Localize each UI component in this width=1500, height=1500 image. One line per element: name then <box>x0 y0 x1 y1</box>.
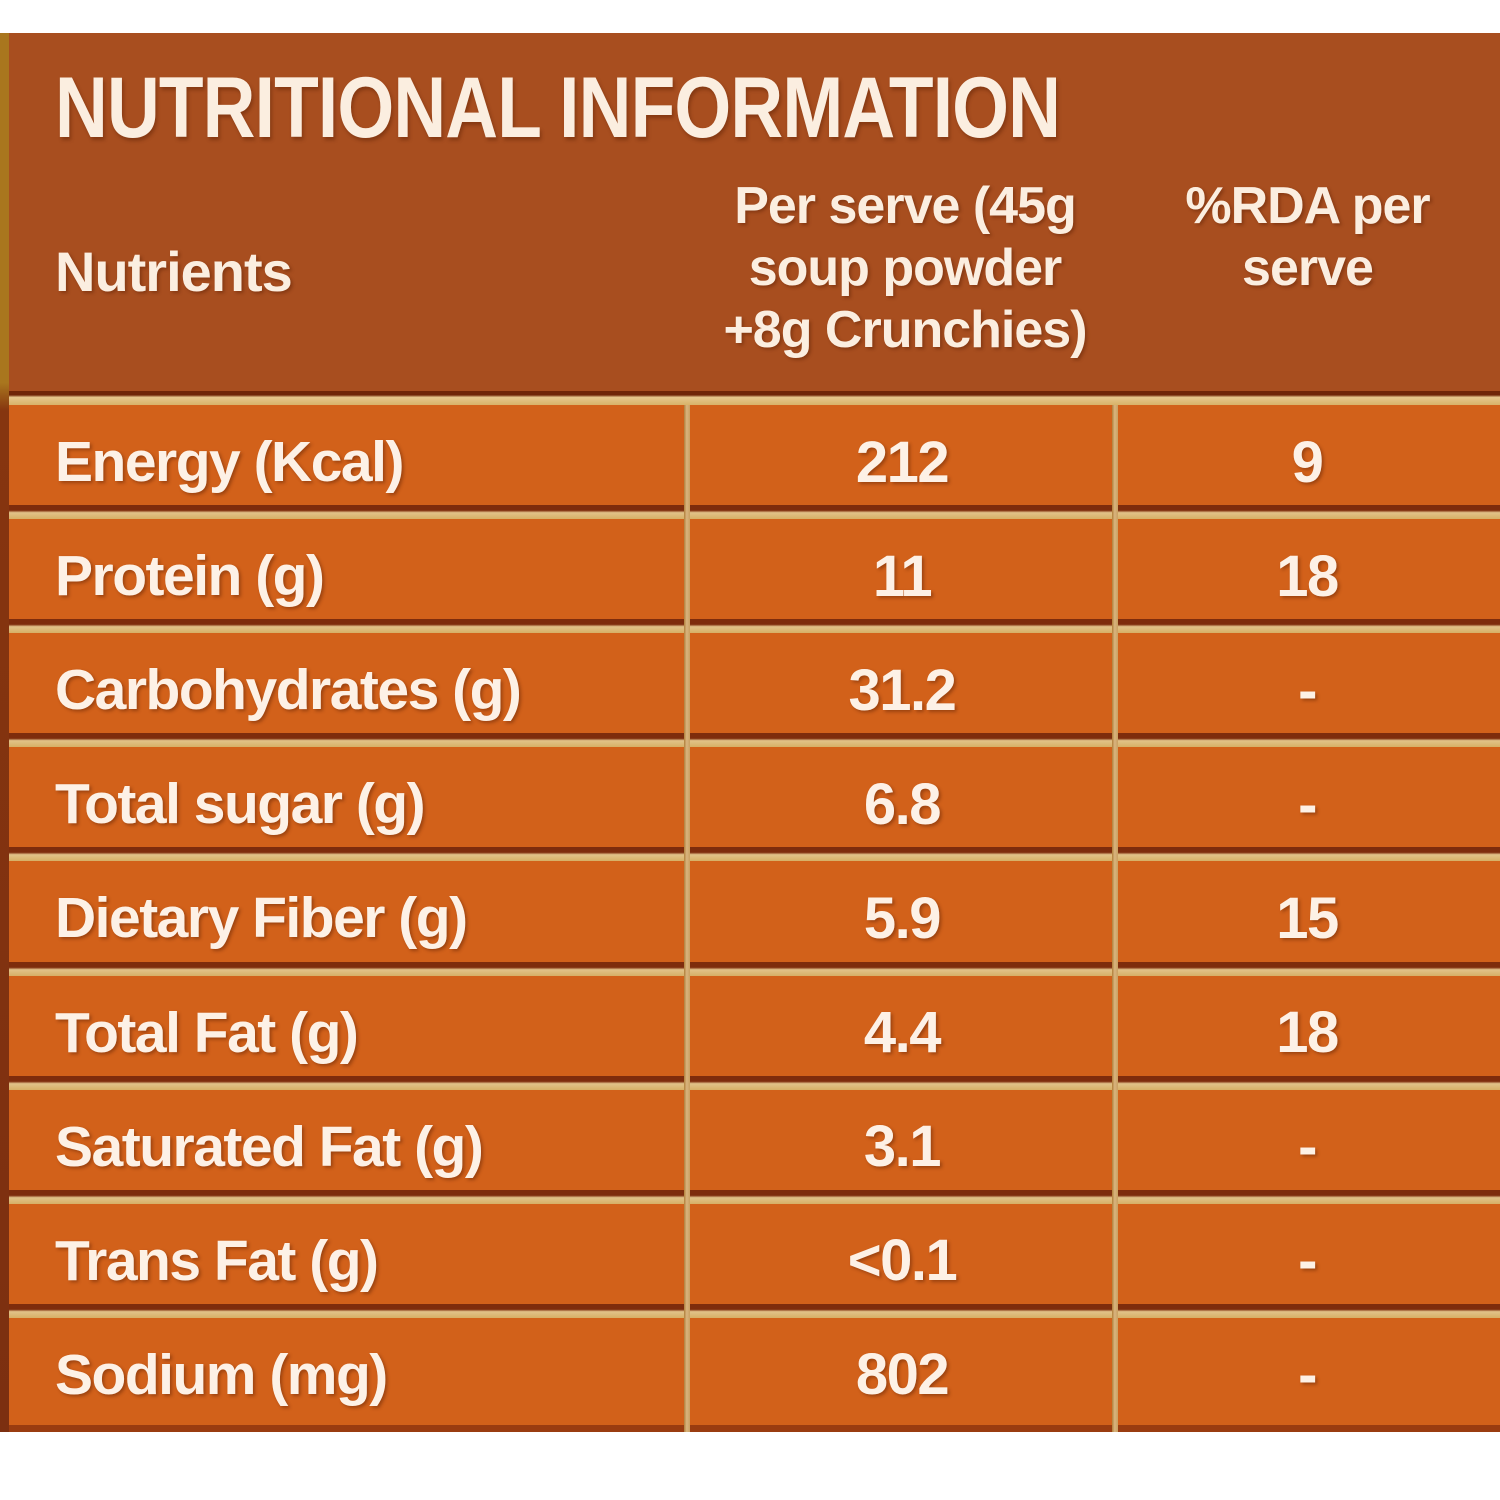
rda-value: 15 <box>1276 885 1339 951</box>
column-header-per-serve: Per serve (45g soup powder +8g Crunchies… <box>640 175 1170 361</box>
table-row: Carbohydrates (g) 31.2 - <box>0 633 1500 748</box>
column-header-rda: %RDA per serve <box>1115 175 1500 299</box>
table-left-border <box>0 33 9 1432</box>
nutrient-name: Saturated Fat (g) <box>55 1114 484 1179</box>
nutrient-name: Protein (g) <box>55 544 325 609</box>
table-row: Trans Fat (g) <0.1 - <box>0 1204 1500 1318</box>
nutrient-name: Carbohydrates (g) <box>55 658 522 723</box>
table-title: NUTRITIONAL INFORMATION <box>55 59 1237 158</box>
rda-value: 18 <box>1276 1000 1339 1066</box>
nutrient-name: Total sugar (g) <box>55 772 426 837</box>
column-header-nutrients: Nutrients <box>55 240 293 303</box>
nutrient-name: Energy (Kcal) <box>55 430 404 495</box>
per-serve-value: 31.2 <box>848 657 957 723</box>
table-row: Dietary Fiber (g) 5.9 15 <box>0 861 1500 976</box>
per-serve-line-1: Per serve (45g <box>734 177 1077 235</box>
nutrient-name: Trans Fat (g) <box>55 1228 379 1293</box>
nutrient-name: Total Fat (g) <box>55 1000 359 1065</box>
rda-value: - <box>1298 1114 1317 1180</box>
table-row: Saturated Fat (g) 3.1 - <box>0 1090 1500 1204</box>
table-title-text: NUTRITIONAL INFORMATION <box>55 60 1061 156</box>
table-body: Energy (Kcal) 212 9 Protein (g) 11 18 Ca… <box>0 405 1500 1433</box>
table-row: Energy (Kcal) 212 9 <box>0 405 1500 520</box>
per-serve-line-2: soup powder <box>748 239 1063 297</box>
table-row: Total sugar (g) 6.8 - <box>0 747 1500 862</box>
table-row: Total Fat (g) 4.4 18 <box>0 976 1500 1090</box>
rda-value: 9 <box>1291 429 1324 495</box>
per-serve-line-3: +8g Crunchies) <box>723 301 1087 359</box>
per-serve-value: 11 <box>872 543 933 609</box>
rda-value: - <box>1298 657 1317 723</box>
rda-value: - <box>1298 771 1317 837</box>
column-separator-2 <box>1112 405 1118 1432</box>
per-serve-value: <0.1 <box>847 1228 958 1294</box>
nutrition-table: NUTRITIONAL INFORMATION Nutrients Per se… <box>0 33 1500 1433</box>
rda-line-2: serve <box>1242 239 1374 297</box>
table-header: NUTRITIONAL INFORMATION Nutrients Per se… <box>0 33 1500 391</box>
rda-value: - <box>1298 1228 1317 1294</box>
rda-line-1: %RDA per <box>1185 177 1430 235</box>
header-body-separator <box>0 391 1500 405</box>
per-serve-value: 4.4 <box>863 1000 942 1066</box>
table-row: Sodium (mg) 802 - <box>0 1318 1500 1433</box>
rda-value: - <box>1298 1342 1317 1408</box>
nutrient-name: Sodium (mg) <box>55 1342 388 1407</box>
column-separator-1 <box>684 405 690 1432</box>
nutrient-name: Dietary Fiber (g) <box>55 886 468 951</box>
per-serve-value: 5.9 <box>863 885 942 951</box>
per-serve-value: 3.1 <box>863 1114 942 1180</box>
rda-value: 18 <box>1276 543 1339 609</box>
per-serve-value: 6.8 <box>863 771 942 837</box>
per-serve-value: 802 <box>855 1342 950 1408</box>
table-row: Protein (g) 11 18 <box>0 519 1500 634</box>
per-serve-value: 212 <box>855 429 950 495</box>
